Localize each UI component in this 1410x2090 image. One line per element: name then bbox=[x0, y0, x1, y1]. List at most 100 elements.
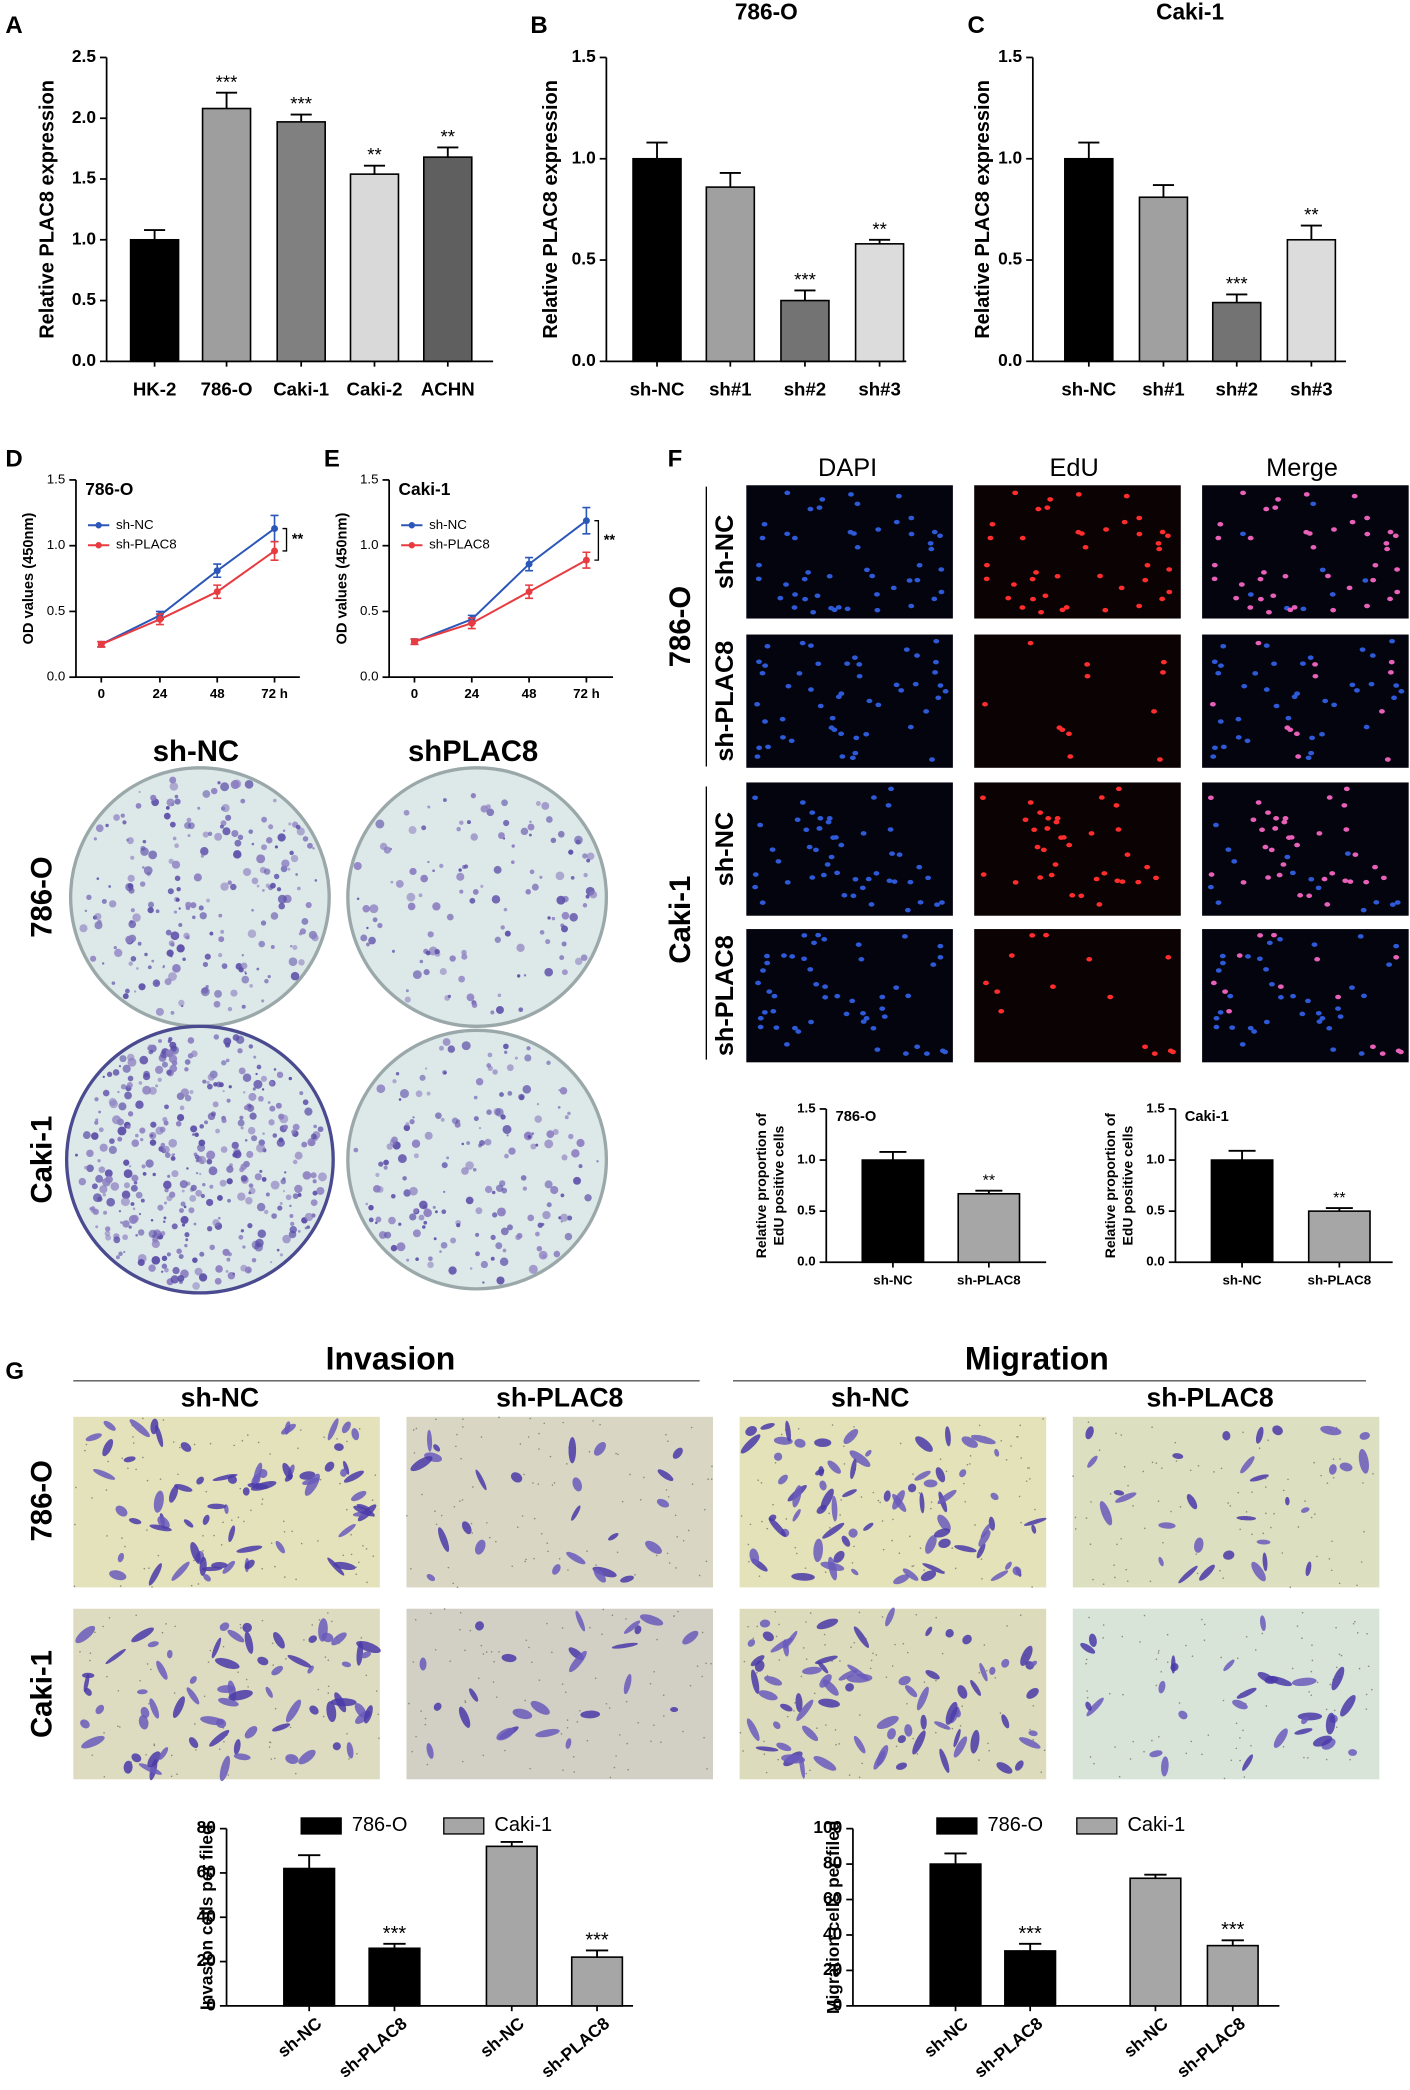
pore bbox=[268, 1741, 271, 1743]
colony bbox=[152, 979, 161, 987]
nucleus bbox=[1239, 1042, 1246, 1047]
pore bbox=[1189, 1469, 1192, 1472]
pore bbox=[135, 1614, 137, 1617]
colony bbox=[237, 834, 244, 841]
nucleus bbox=[1349, 985, 1355, 990]
colony-plate bbox=[346, 766, 609, 1029]
nucleus bbox=[907, 879, 914, 885]
nucleus bbox=[1272, 505, 1279, 510]
colony bbox=[238, 1234, 244, 1240]
pore bbox=[673, 1615, 675, 1617]
cell bbox=[103, 1420, 116, 1431]
colony bbox=[585, 894, 590, 899]
nucleus bbox=[756, 659, 762, 664]
colony bbox=[295, 873, 298, 876]
pore bbox=[935, 1679, 937, 1682]
colony bbox=[228, 1085, 232, 1089]
colony bbox=[517, 974, 521, 978]
pore bbox=[1042, 1418, 1044, 1420]
colony bbox=[495, 1006, 504, 1014]
nucleus bbox=[1101, 871, 1108, 876]
pore bbox=[1258, 1447, 1261, 1450]
cell bbox=[196, 1476, 204, 1485]
cell bbox=[1294, 1728, 1313, 1735]
cell bbox=[796, 1699, 814, 1722]
colony bbox=[596, 1160, 599, 1163]
colony bbox=[213, 1034, 220, 1040]
nucleus bbox=[792, 1025, 798, 1031]
colony bbox=[535, 801, 541, 806]
pore bbox=[682, 1539, 685, 1542]
colony bbox=[173, 910, 178, 914]
pore bbox=[875, 1654, 878, 1656]
pore bbox=[245, 1678, 248, 1681]
cell bbox=[1080, 1642, 1096, 1654]
colony bbox=[189, 1090, 194, 1094]
colony bbox=[466, 1141, 471, 1145]
nucleus bbox=[822, 995, 829, 1000]
colony bbox=[298, 959, 305, 966]
colony bbox=[273, 1068, 277, 1071]
cell bbox=[657, 1469, 674, 1482]
pore bbox=[375, 1690, 378, 1692]
colony bbox=[227, 1198, 231, 1203]
colony bbox=[298, 932, 303, 936]
nucleus bbox=[1378, 709, 1385, 714]
bar bbox=[1129, 1877, 1182, 2007]
cell bbox=[1358, 1449, 1369, 1474]
pore bbox=[1072, 1475, 1074, 1477]
pore bbox=[469, 1629, 472, 1632]
cell bbox=[848, 1528, 858, 1538]
colony bbox=[195, 1159, 199, 1163]
nucleus bbox=[1344, 851, 1351, 856]
nucleus bbox=[1300, 606, 1307, 612]
pore bbox=[999, 1712, 1002, 1714]
nucleus bbox=[759, 535, 766, 541]
colony bbox=[248, 1183, 254, 1188]
cell bbox=[174, 1484, 193, 1492]
pore bbox=[1155, 1462, 1158, 1464]
pore bbox=[300, 1542, 303, 1545]
colony bbox=[531, 883, 539, 891]
pore bbox=[1074, 1516, 1077, 1519]
nucleus bbox=[931, 596, 938, 602]
nucleus bbox=[1029, 576, 1036, 582]
cell bbox=[496, 1727, 515, 1741]
colony bbox=[267, 1101, 271, 1104]
pore bbox=[538, 1679, 541, 1681]
nucleus bbox=[1170, 1049, 1176, 1055]
nucleus bbox=[923, 1051, 930, 1056]
colony bbox=[118, 1251, 123, 1257]
pore bbox=[566, 1726, 569, 1729]
cell bbox=[308, 1635, 317, 1643]
cell bbox=[1085, 1701, 1092, 1711]
nucleus bbox=[815, 661, 822, 667]
colony bbox=[312, 1190, 318, 1196]
colony bbox=[170, 1275, 179, 1284]
colony bbox=[412, 1116, 415, 1119]
pore bbox=[521, 1515, 524, 1517]
nucleus bbox=[1217, 521, 1224, 527]
nucleus bbox=[1207, 795, 1214, 801]
pore bbox=[805, 1658, 808, 1660]
colony bbox=[448, 1266, 457, 1275]
colony bbox=[195, 1189, 203, 1197]
nucleus bbox=[1277, 937, 1283, 942]
significance-label: *** bbox=[1019, 1923, 1043, 1945]
nucleus bbox=[1215, 535, 1222, 541]
nucleus bbox=[815, 932, 822, 938]
pore bbox=[274, 1707, 277, 1710]
chart-title: Caki-1 bbox=[1185, 1109, 1229, 1125]
nucleus bbox=[1291, 605, 1298, 610]
colony bbox=[499, 1180, 506, 1187]
colony bbox=[122, 993, 129, 1000]
colony bbox=[506, 1224, 513, 1231]
nucleus bbox=[1210, 980, 1217, 986]
colony bbox=[240, 962, 248, 970]
colony bbox=[270, 912, 279, 920]
pore bbox=[1332, 1458, 1335, 1460]
colony bbox=[277, 1205, 283, 1211]
colony bbox=[516, 1232, 523, 1239]
colony bbox=[310, 1133, 317, 1140]
colony bbox=[312, 847, 315, 850]
